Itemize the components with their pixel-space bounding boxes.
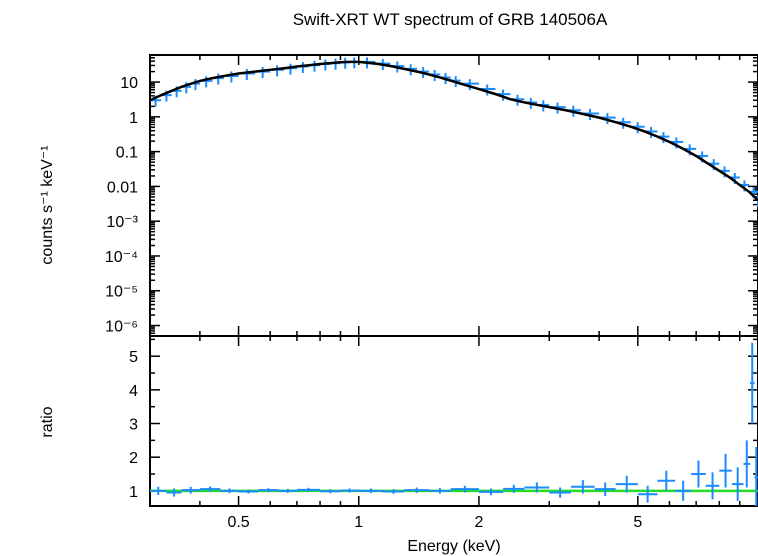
spectrum-y-tick-label: 0.01 (107, 179, 138, 196)
ratio-ylabel: ratio (39, 406, 56, 437)
x-tick-label: 2 (474, 514, 483, 531)
ratio-y-tick-label: 4 (129, 383, 138, 400)
spectrum-frame (149, 54, 758, 337)
spectrum-y-tick-label: 0.1 (116, 145, 138, 162)
spectrum-y-tick-label: 10 (120, 75, 138, 92)
spectrum-axis-ticks: 10 1 0.1 0.01 10⁻³ 10⁻⁴ 10⁻⁵ 10⁻⁶ (105, 54, 758, 337)
spectrum-y-tick-label: 1 (129, 110, 138, 127)
ratio-y-tick-label: 1 (129, 484, 138, 501)
x-tick-label: 5 (633, 514, 642, 531)
spectrum-y-tick-label: 10⁻⁵ (105, 284, 138, 301)
spectrum-ylabel: counts s⁻¹ keV⁻¹ (39, 145, 56, 264)
ratio-data-points (150, 342, 758, 506)
spectrum-model-line (149, 60, 758, 202)
chart-title: Swift-XRT WT spectrum of GRB 140506A (293, 10, 608, 29)
x-tick-label: 1 (354, 514, 363, 531)
x-axis-label: Energy (keV) (407, 538, 500, 555)
x-tick-labels: 0.5 1 2 5 (227, 514, 642, 531)
spectrum-panel: 10 1 0.1 0.01 10⁻³ 10⁻⁴ 10⁻⁵ 10⁻⁶ counts s⁻¹ ke… (39, 54, 758, 337)
ratio-y-tick-label: 3 (129, 417, 138, 434)
spectrum-y-tick-label: 10⁻⁶ (105, 319, 138, 336)
x-tick-label: 0.5 (227, 514, 249, 531)
ratio-y-tick-label: 2 (129, 450, 138, 467)
ratio-frame (149, 335, 758, 507)
ratio-panel: 1 2 3 4 5 ratio (39, 335, 758, 507)
ratio-y-tick-label: 5 (129, 349, 138, 366)
spectrum-y-tick-label: 10⁻³ (106, 214, 138, 231)
spectrum-y-tick-label: 10⁻⁴ (105, 249, 138, 266)
spectrum-data-points (150, 57, 758, 207)
